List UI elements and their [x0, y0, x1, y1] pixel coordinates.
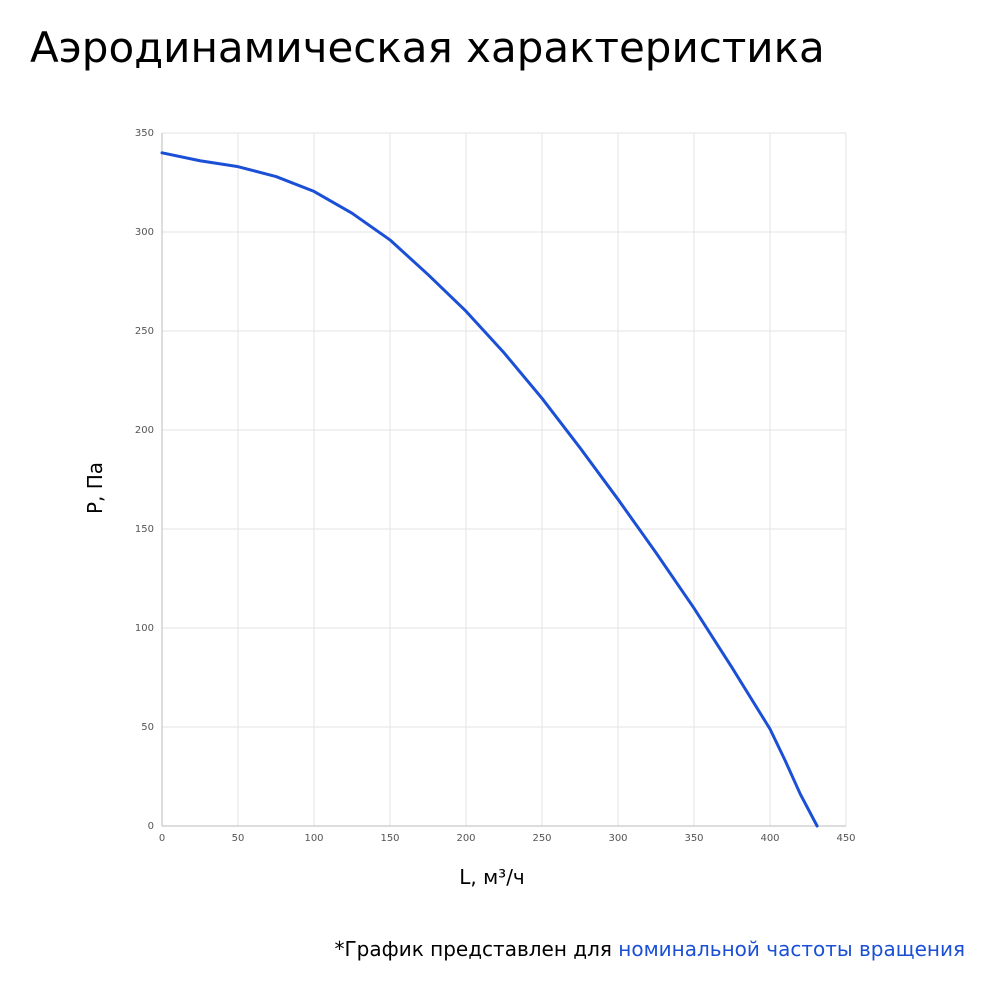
footnote-text: *График представлен для	[334, 937, 618, 961]
x-tick-label: 100	[304, 833, 323, 844]
y-tick-label: 50	[141, 722, 154, 733]
data-line	[160, 151, 819, 828]
y-axis-title: P, Па	[83, 462, 107, 514]
x-tick-label: 400	[760, 833, 779, 844]
x-tick-label: 250	[532, 833, 551, 844]
x-tick-label: 150	[380, 833, 399, 844]
footnote-highlight: номинальной частоты вращения	[618, 937, 965, 961]
x-tick-label: 450	[836, 833, 855, 844]
x-tick-label: 350	[684, 833, 703, 844]
y-tick-label: 350	[135, 128, 154, 139]
chart-title: Аэродинамическая характеристика	[30, 23, 825, 72]
x-tick-label: 300	[608, 833, 627, 844]
y-tick-label: 300	[135, 227, 154, 238]
y-tick-label: 100	[135, 623, 154, 634]
footnote: *График представлен для номинальной част…	[334, 937, 965, 961]
y-tick-label: 0	[148, 821, 154, 832]
y-tick-label: 200	[135, 425, 154, 436]
x-tick-label: 50	[232, 833, 245, 844]
x-axis-title: L, м³/ч	[459, 865, 525, 889]
y-tick-label: 150	[135, 524, 154, 535]
y-tick-label: 250	[135, 326, 154, 337]
x-tick-label: 0	[159, 833, 165, 844]
x-tick-label: 200	[456, 833, 475, 844]
